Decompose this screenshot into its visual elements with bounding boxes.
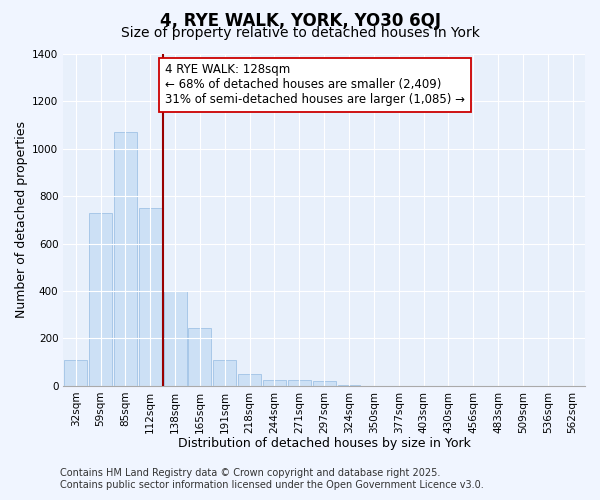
- Bar: [313, 381, 335, 386]
- Bar: [263, 380, 286, 386]
- Bar: [288, 380, 311, 386]
- Bar: [89, 213, 112, 386]
- Bar: [338, 384, 361, 386]
- Y-axis label: Number of detached properties: Number of detached properties: [15, 122, 28, 318]
- Text: 4 RYE WALK: 128sqm
← 68% of detached houses are smaller (2,409)
31% of semi-deta: 4 RYE WALK: 128sqm ← 68% of detached hou…: [165, 64, 465, 106]
- Bar: [114, 132, 137, 386]
- Bar: [238, 374, 261, 386]
- X-axis label: Distribution of detached houses by size in York: Distribution of detached houses by size …: [178, 437, 470, 450]
- Text: 4, RYE WALK, YORK, YO30 6QJ: 4, RYE WALK, YORK, YO30 6QJ: [160, 12, 440, 30]
- Bar: [188, 328, 211, 386]
- Text: Size of property relative to detached houses in York: Size of property relative to detached ho…: [121, 26, 479, 40]
- Bar: [64, 360, 87, 386]
- Text: Contains HM Land Registry data © Crown copyright and database right 2025.
Contai: Contains HM Land Registry data © Crown c…: [60, 468, 484, 489]
- Bar: [139, 208, 161, 386]
- Bar: [164, 291, 187, 386]
- Bar: [214, 360, 236, 386]
